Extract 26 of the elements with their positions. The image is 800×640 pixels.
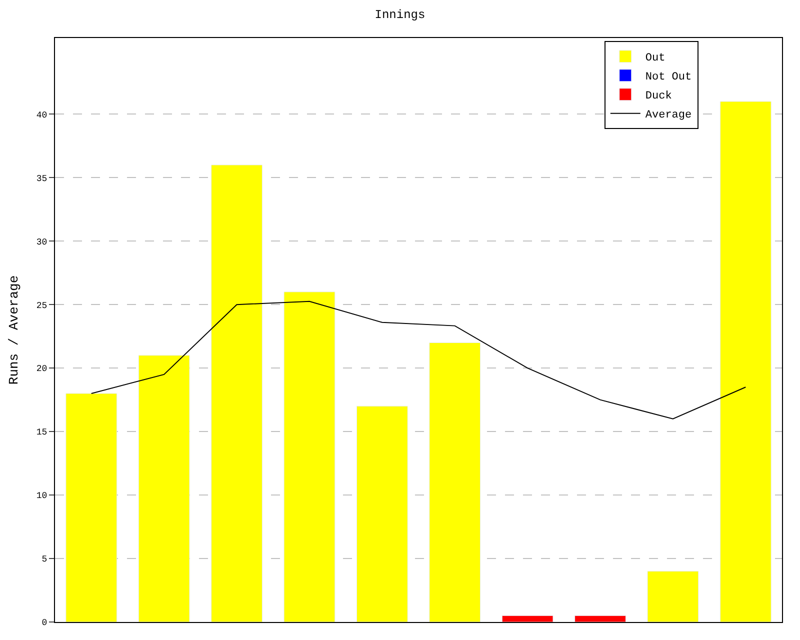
- bar: [284, 292, 336, 622]
- legend-label: Average: [645, 110, 692, 122]
- line-series: [90, 300, 746, 420]
- bar: [647, 570, 699, 622]
- y-tick-label: 5: [42, 554, 48, 565]
- y-tick-label: 10: [36, 491, 48, 502]
- chart-title: Innings: [374, 8, 426, 22]
- bar: [574, 615, 626, 622]
- legend-label: Out: [645, 52, 666, 65]
- y-tick-label: 20: [36, 364, 48, 374]
- y-tick-label: 40: [36, 110, 48, 120]
- bar: [720, 101, 772, 622]
- bar: [211, 164, 262, 622]
- y-tick-label: 25: [36, 300, 48, 311]
- bar: [138, 355, 190, 622]
- bar: [356, 406, 408, 622]
- y-tick-label: 15: [36, 428, 48, 438]
- legend-label: Not Out: [645, 72, 692, 84]
- legend-label: Duck: [645, 90, 672, 103]
- y-tick-label: 30: [36, 237, 48, 248]
- y-tick-label: 0: [42, 618, 48, 628]
- y-tick-label: 35: [36, 174, 48, 184]
- bar: [502, 615, 554, 622]
- bar: [429, 342, 481, 622]
- bar: [66, 393, 118, 622]
- y-axis-title: Runs / Average: [6, 275, 22, 385]
